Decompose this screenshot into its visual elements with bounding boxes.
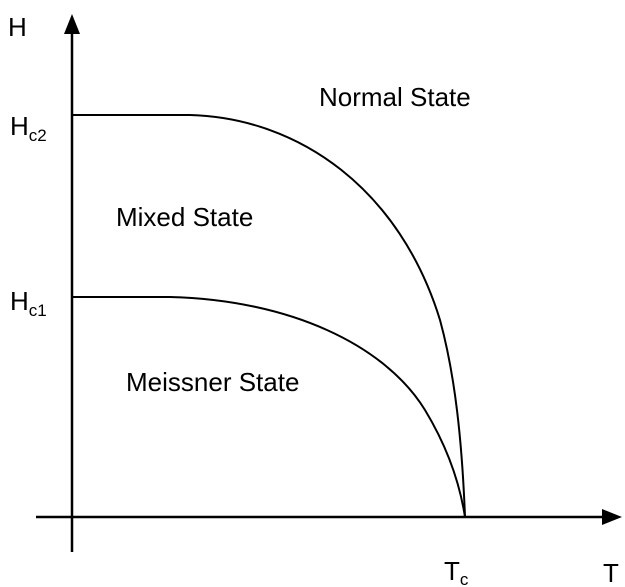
meissner-state-label: Meissner State bbox=[126, 367, 299, 397]
hc1-boundary-curve bbox=[72, 296, 466, 518]
y-axis-arrowhead bbox=[64, 14, 80, 34]
mixed-state-label: Mixed State bbox=[116, 202, 253, 232]
hc2-tick-subscript: c2 bbox=[29, 126, 47, 145]
tc-tick-label: Tc bbox=[444, 556, 469, 587]
tc-tick-main: T bbox=[444, 556, 460, 586]
tc-tick-subscript: c bbox=[460, 570, 469, 587]
hc2-tick-label: Hc2 bbox=[10, 111, 47, 145]
hc1-tick-main: H bbox=[10, 286, 29, 316]
x-axis-symbol: T bbox=[603, 558, 619, 587]
hc1-tick-label: Hc1 bbox=[10, 286, 47, 320]
x-axis-arrowhead bbox=[602, 509, 622, 525]
y-axis-symbol: H bbox=[8, 12, 27, 42]
hc2-boundary-curve bbox=[72, 114, 466, 518]
hc2-tick-main: H bbox=[10, 111, 29, 141]
hc1-tick-subscript: c1 bbox=[29, 301, 47, 320]
normal-state-label: Normal State bbox=[319, 82, 471, 112]
